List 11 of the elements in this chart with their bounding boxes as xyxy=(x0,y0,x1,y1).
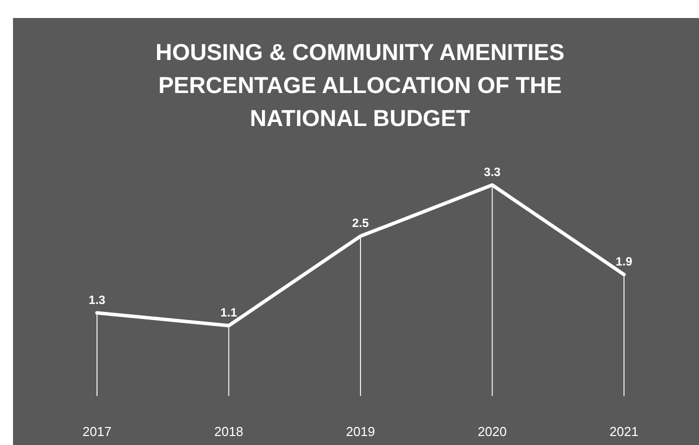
data-label: 2.5 xyxy=(352,216,370,230)
x-tick-label: 2018 xyxy=(214,424,244,439)
x-tick-label: 2019 xyxy=(346,424,375,439)
chart-title: HOUSING & COMMUNITY AMENITIES PERCENTAGE ALLOCATION OF THE NATIONAL BUDGET xyxy=(156,39,564,131)
data-label: 1.9 xyxy=(616,254,633,269)
x-tick-label: 2021 xyxy=(610,424,638,439)
data-label: 3.3 xyxy=(484,165,501,179)
x-tick-label: 2020 xyxy=(478,424,507,439)
x-tick-label: 2017 xyxy=(82,424,112,439)
data-label: 1.1 xyxy=(220,306,238,320)
data-label: 1.3 xyxy=(88,292,106,307)
